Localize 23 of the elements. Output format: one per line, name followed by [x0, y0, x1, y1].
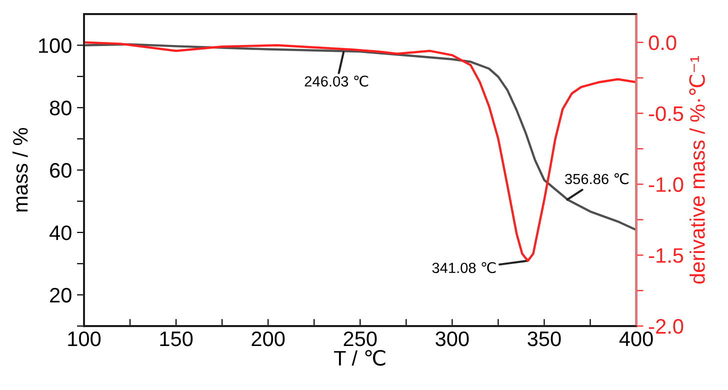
y2-tick-label: 0.0 — [648, 35, 676, 50]
x-tick-label: 100 — [68, 331, 101, 346]
annotation: 341.08 ℃ — [432, 262, 496, 274]
y2-axis-title: derivative mass / %·℃⁻¹ — [689, 56, 705, 284]
y2-tick-label: -1.5 — [649, 248, 684, 263]
annotation: 246.03 ℃ — [304, 76, 368, 87]
x-tick-label: 150 — [160, 331, 193, 346]
y-tick-label: 20 — [50, 288, 72, 303]
y-axis-title: mass / % — [12, 128, 28, 212]
x-tick-label: 250 — [344, 331, 377, 346]
annotation: 356.86 ℃ — [565, 173, 628, 184]
y-tick-label: 100 — [39, 38, 72, 53]
y-tick-label: 80 — [50, 100, 72, 116]
y2-tick-label: -0.5 — [649, 106, 684, 122]
x-tick-label: 200 — [252, 331, 285, 346]
x-tick-label: 300 — [436, 331, 469, 346]
x-tick-label: 350 — [528, 331, 561, 346]
x-axis-title: T / ℃ — [334, 350, 386, 366]
y2-tick-label: -2.0 — [649, 319, 684, 334]
y-tick-label: 40 — [50, 225, 72, 240]
y-tick-label: 60 — [50, 163, 72, 178]
x-tick-label: 400 — [619, 331, 653, 346]
y2-tick-label: -1.0 — [649, 177, 684, 192]
